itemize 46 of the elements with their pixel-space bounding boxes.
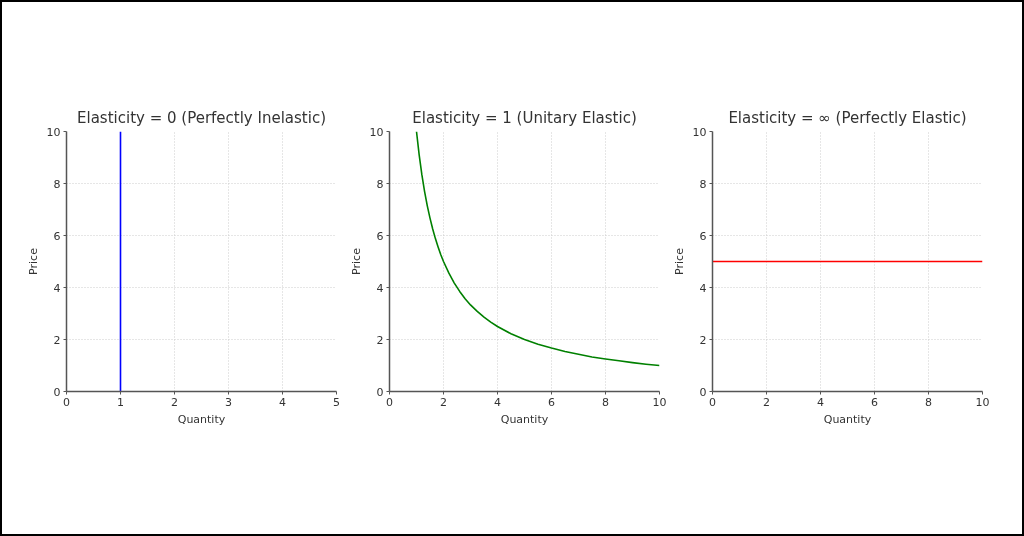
- y-tick-label: 2: [699, 333, 707, 347]
- x-axis-title: Quantity: [500, 412, 549, 426]
- chart-title: Elasticity = 0 (Perfectly Inelastic): [77, 108, 326, 127]
- y-tick-label: 8: [699, 177, 707, 191]
- y-tick-label: 10: [369, 125, 384, 139]
- x-tick-label: 2: [440, 395, 447, 409]
- y-tick-label: 8: [53, 177, 61, 191]
- y-axis-title: Price: [349, 247, 363, 275]
- y-tick-label: 4: [376, 281, 384, 295]
- x-tick-label: 6: [871, 395, 878, 409]
- y-tick-label: 0: [53, 385, 61, 399]
- x-tick-label: 2: [763, 395, 770, 409]
- x-tick-label: 8: [602, 395, 609, 409]
- x-tick-label: 2: [171, 395, 178, 409]
- y-tick-label: 6: [699, 229, 707, 243]
- line-series: [415, 131, 660, 367]
- y-tick-label: 0: [699, 385, 707, 399]
- x-tick-label: 4: [817, 395, 824, 409]
- x-tick-label: 8: [925, 395, 932, 409]
- x-tick-label: 0: [63, 395, 70, 409]
- x-tick-label: 4: [279, 395, 286, 409]
- y-tick-label: 2: [376, 333, 384, 347]
- x-tick-label: 0: [386, 395, 393, 409]
- y-tick-label: 8: [376, 177, 384, 191]
- x-tick-label: 4: [494, 395, 501, 409]
- x-axis-title: Quantity: [177, 412, 226, 426]
- y-tick-label: 10: [46, 125, 61, 139]
- x-axis-title: Quantity: [823, 412, 872, 426]
- x-tick-label: 5: [333, 395, 340, 409]
- y-tick-label: 4: [53, 281, 61, 295]
- x-tick-label: 6: [548, 395, 555, 409]
- x-tick-label: 3: [225, 395, 232, 409]
- y-tick-label: 6: [53, 229, 61, 243]
- chart-title: Elasticity = 1 (Unitary Elastic): [412, 108, 637, 127]
- chart-title: Elasticity = ∞ (Perfectly Elastic): [728, 108, 967, 127]
- x-tick-label: 0: [709, 395, 716, 409]
- y-axis-title: Price: [672, 247, 686, 275]
- y-tick-label: 0: [376, 385, 384, 399]
- x-tick-label: 10: [975, 395, 990, 409]
- y-tick-label: 10: [692, 125, 707, 139]
- x-tick-label: 10: [652, 395, 667, 409]
- y-tick-label: 4: [699, 281, 707, 295]
- y-tick-label: 6: [376, 229, 384, 243]
- y-axis-title: Price: [26, 247, 40, 275]
- y-tick-label: 2: [53, 333, 61, 347]
- x-tick-label: 1: [117, 395, 124, 409]
